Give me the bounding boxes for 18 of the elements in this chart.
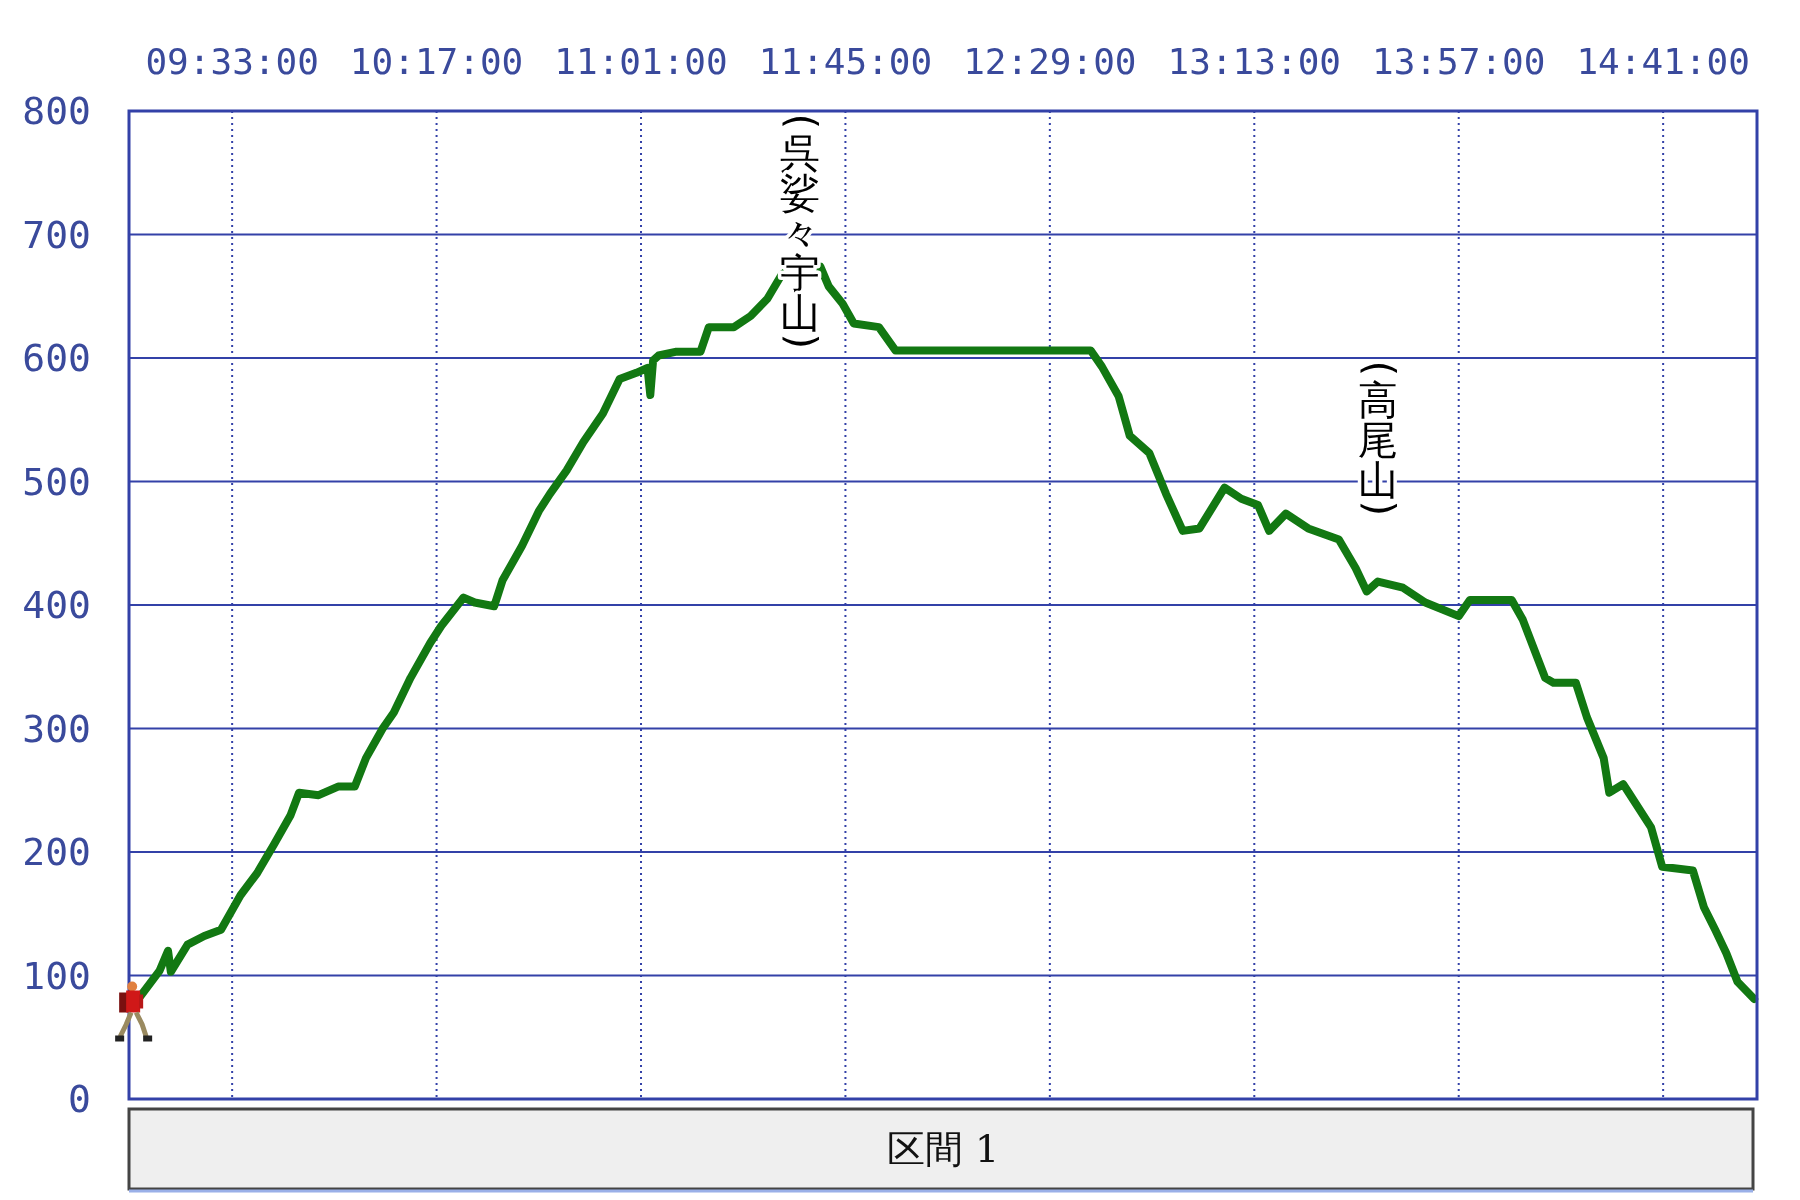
y-tick-label: 0: [68, 1077, 91, 1121]
x-tick-label: 11:01:00: [554, 40, 728, 82]
x-tick-label: 11:45:00: [758, 40, 933, 82]
x-tick-label: 14:41:00: [1576, 40, 1750, 82]
x-tick-label: 12:29:00: [963, 40, 1137, 82]
y-tick-label: 600: [22, 336, 91, 380]
y-tick-label: 400: [22, 583, 91, 627]
y-tick-label: 100: [22, 953, 91, 998]
y-tick-label: 500: [22, 459, 91, 504]
text: 区間 1: [886, 1127, 1000, 1171]
x-tick-label: 10:17:00: [349, 40, 524, 82]
y-tick-label: 300: [22, 706, 91, 751]
x-tick-label: 13:13:00: [1167, 40, 1341, 82]
x-tick-label: 09:33:00: [145, 40, 319, 82]
x-tick-label: 13:57:00: [1372, 40, 1546, 82]
y-tick-label: 700: [22, 212, 91, 257]
y-tick-label: 800: [22, 89, 91, 133]
y-tick-label: 200: [22, 830, 91, 874]
